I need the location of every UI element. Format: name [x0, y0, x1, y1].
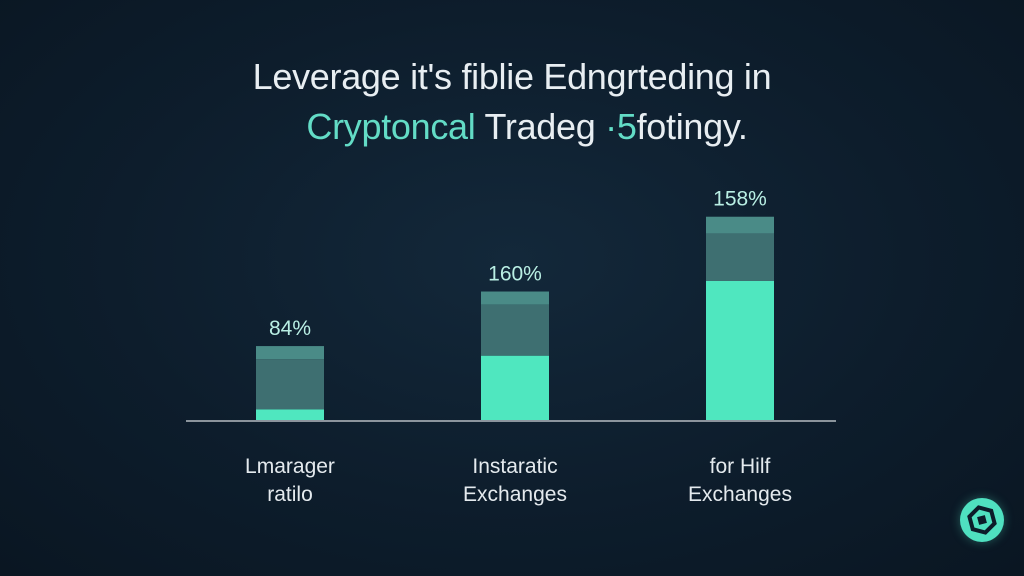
- title-line-2-part-1: Cryptoncal: [306, 106, 485, 147]
- hexagon-badge-icon: [960, 498, 1004, 542]
- category-label: for Hilf: [710, 455, 771, 478]
- title-line-1-part-1: Leverage: [252, 56, 411, 97]
- bar-fill-segment: [706, 280, 774, 420]
- value-label: 84%: [269, 317, 311, 340]
- bar-fill-segment: [481, 355, 549, 420]
- chart-title: Leverage it's fiblie Edngrteding in Cryp…: [0, 52, 1024, 152]
- bar-top-segment: [481, 291, 549, 305]
- bar-mid-segment: [256, 359, 324, 410]
- category-label: Exchanges: [463, 483, 567, 506]
- title-line-2-part-2: Tradeg: [484, 106, 606, 147]
- title-line-1-part-2: it's fiblie Edngrteding in: [410, 56, 772, 97]
- value-label: 158%: [713, 188, 767, 211]
- bar-top-segment: [256, 346, 324, 360]
- bar-mid-segment: [481, 304, 549, 356]
- title-line-2-part-4: fotingy.: [636, 106, 748, 147]
- title-line-1: Leverage it's fiblie Edngrteding in: [0, 52, 1024, 102]
- category-label: Exchanges: [688, 483, 792, 506]
- title-line-2: Cryptoncal Tradeg ·5fotingy.: [0, 102, 1024, 152]
- title-line-2-part-3: ·5: [605, 106, 637, 147]
- bar-top-segment: [706, 216, 774, 234]
- bar-mid-segment: [706, 233, 774, 281]
- category-label: ratilo: [267, 483, 313, 506]
- category-label: Instaratic: [472, 455, 557, 478]
- category-label: Lmarager: [245, 455, 335, 478]
- value-label: 160%: [488, 263, 542, 286]
- bar-fill-segment: [256, 409, 324, 420]
